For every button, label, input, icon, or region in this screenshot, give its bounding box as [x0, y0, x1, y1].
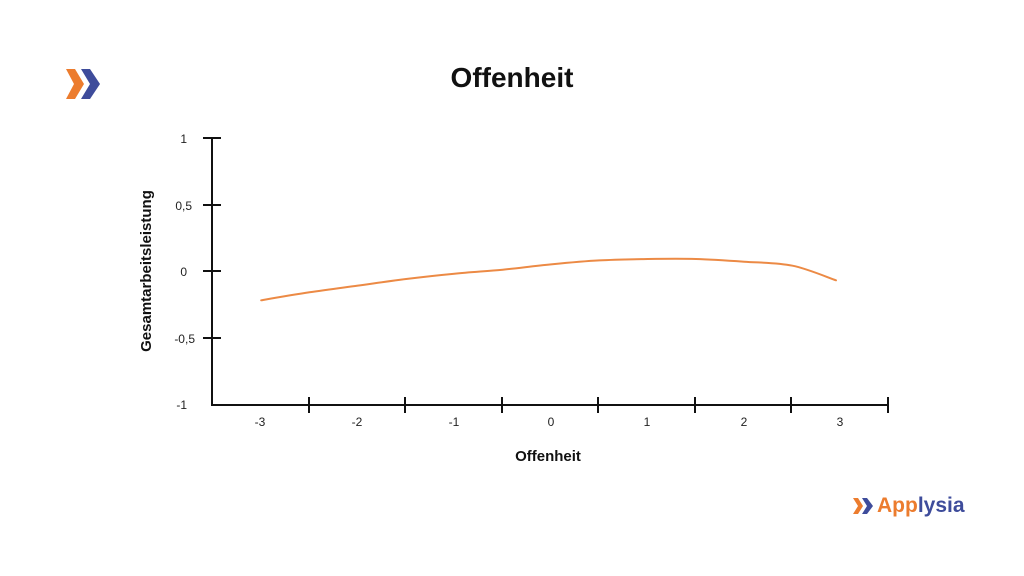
- double-chevron-icon: [853, 498, 873, 514]
- y-tick-label: 1: [180, 132, 187, 146]
- chart-title: Offenheit: [450, 62, 574, 93]
- x-axis-title: Offenheit: [515, 448, 581, 465]
- y-tick-labels: 1 0,5 0 -0,5 -1: [174, 132, 195, 412]
- data-line: [260, 257, 837, 302]
- brand-name-part1: App: [877, 494, 918, 517]
- x-tick-label: 0: [548, 415, 555, 429]
- applysia-logo: Applysia: [853, 492, 965, 520]
- double-chevron-icon: [66, 69, 100, 99]
- x-tick-label: 1: [644, 415, 651, 429]
- y-tick-label: 0,5: [175, 199, 192, 213]
- x-tick-label: -2: [352, 415, 363, 429]
- x-tick-label: -1: [449, 415, 460, 429]
- x-tick-label: 3: [837, 415, 844, 429]
- brand-name-part2: lysia: [917, 494, 965, 517]
- y-tick-label: -0,5: [174, 332, 195, 346]
- x-axis: [211, 397, 889, 413]
- x-tick-label: -3: [255, 415, 266, 429]
- y-tick-label: -1: [176, 398, 187, 412]
- x-tick-labels: -3 -2 -1 0 1 2 3: [255, 415, 844, 429]
- y-tick-label: 0: [180, 265, 187, 279]
- y-axis: [203, 137, 221, 405]
- y-axis-title: Gesamtarbeitsleistung: [138, 190, 155, 352]
- x-tick-label: 2: [741, 415, 748, 429]
